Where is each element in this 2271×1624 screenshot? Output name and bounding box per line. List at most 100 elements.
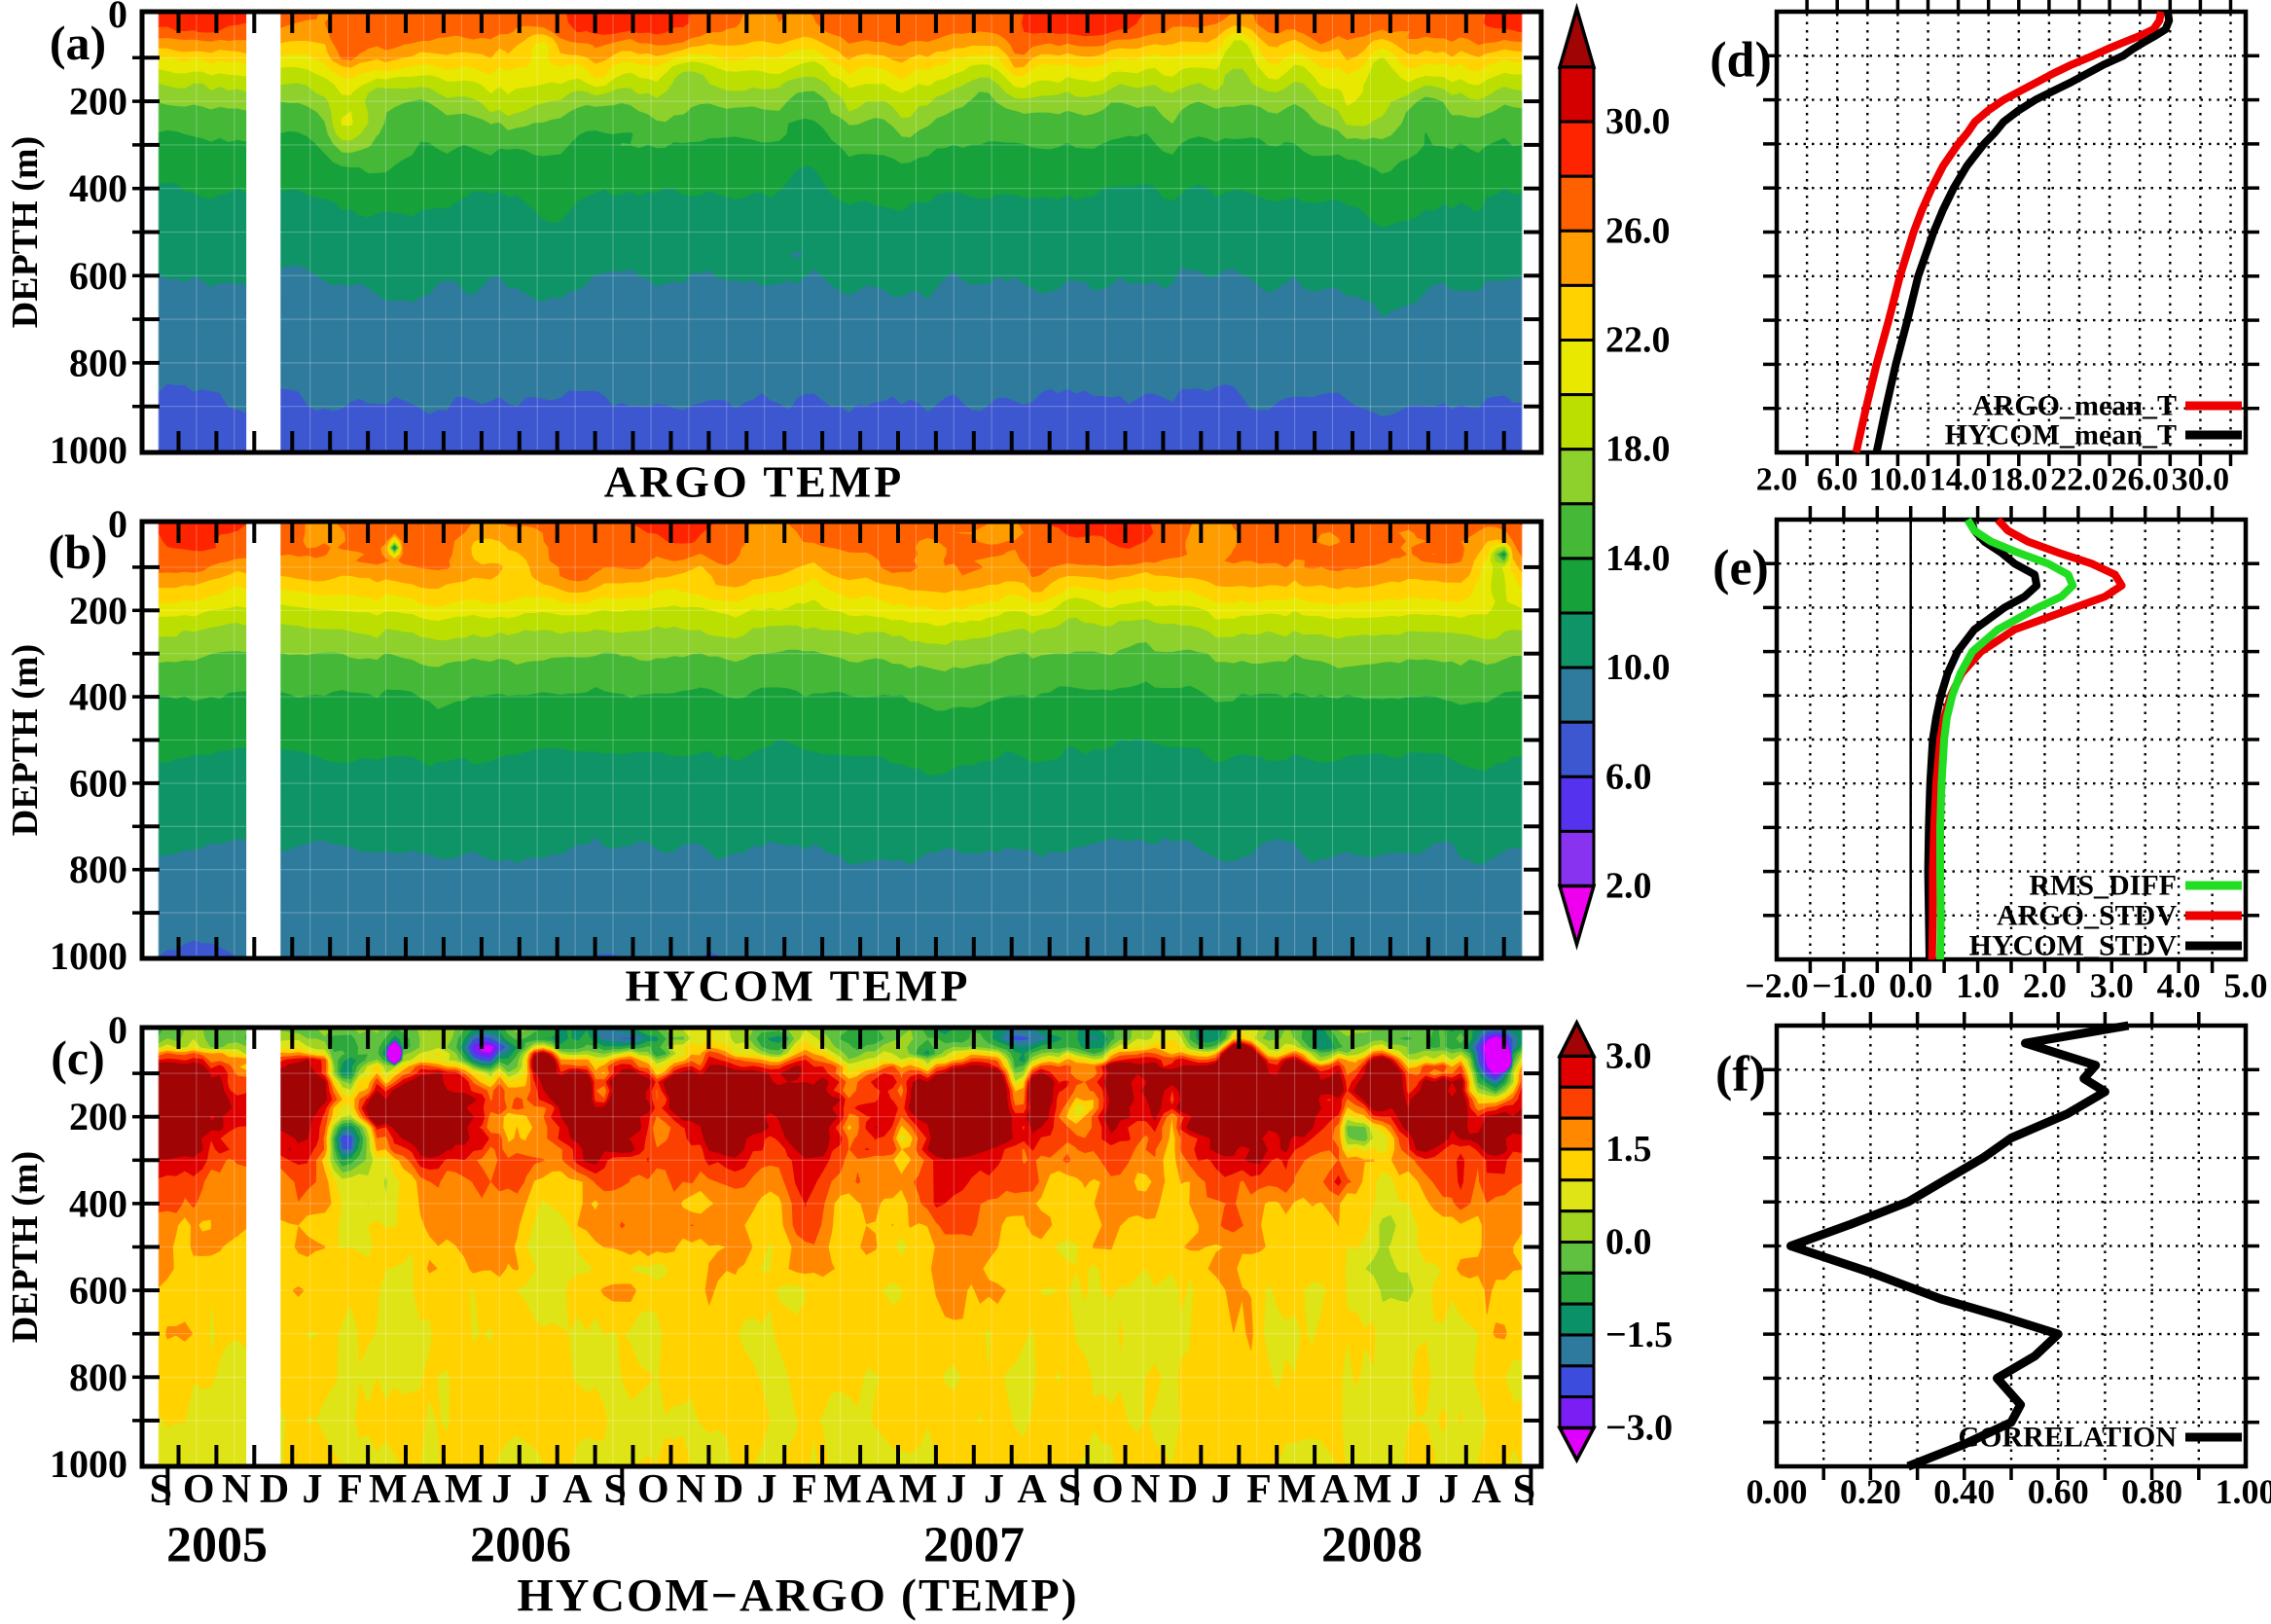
svg-text:18.0: 18.0	[1605, 429, 1671, 470]
svg-text:800: 800	[69, 341, 127, 384]
svg-text:M: M	[823, 1467, 862, 1512]
svg-text:N: N	[676, 1467, 705, 1512]
svg-text:M: M	[445, 1467, 484, 1512]
svg-text:HYCOM−ARGO (TEMP): HYCOM−ARGO (TEMP)	[517, 1570, 1078, 1622]
svg-text:30.0: 30.0	[1605, 101, 1671, 142]
svg-text:200: 200	[69, 80, 127, 124]
svg-text:10.0: 10.0	[1605, 647, 1671, 688]
svg-text:2.0: 2.0	[1756, 462, 1798, 498]
svg-text:F: F	[1246, 1467, 1272, 1512]
svg-text:S: S	[150, 1467, 172, 1512]
svg-text:D: D	[1169, 1467, 1198, 1512]
svg-text:F: F	[338, 1467, 363, 1512]
svg-text:O: O	[1092, 1467, 1124, 1512]
svg-text:ARGO_STDV: ARGO_STDV	[1997, 900, 2177, 932]
svg-text:0.0: 0.0	[1605, 1222, 1652, 1263]
svg-text:A: A	[562, 1467, 593, 1512]
svg-text:N: N	[222, 1467, 251, 1512]
svg-text:J: J	[1211, 1467, 1232, 1512]
svg-text:A: A	[866, 1467, 896, 1512]
svg-text:O: O	[183, 1467, 215, 1512]
svg-text:10.0: 10.0	[1869, 462, 1928, 498]
svg-text:(e): (e)	[1712, 541, 1769, 596]
svg-text:F: F	[792, 1467, 817, 1512]
svg-text:600: 600	[69, 1269, 127, 1313]
svg-text:6.0: 6.0	[1605, 756, 1652, 797]
svg-text:6.0: 6.0	[1817, 462, 1858, 498]
svg-text:J: J	[946, 1467, 966, 1512]
svg-text:D: D	[714, 1467, 743, 1512]
svg-text:J: J	[303, 1467, 323, 1512]
svg-text:HYCOM_mean_T: HYCOM_mean_T	[1945, 419, 2177, 451]
svg-text:2.0: 2.0	[1605, 866, 1652, 907]
svg-text:ARGO_mean_T: ARGO_mean_T	[1972, 390, 2177, 422]
svg-text:DEPTH (m): DEPTH (m)	[5, 136, 46, 328]
svg-text:0.00: 0.00	[1747, 1472, 1808, 1511]
svg-text:J: J	[1400, 1467, 1421, 1512]
svg-text:800: 800	[69, 1355, 127, 1399]
svg-text:A: A	[1017, 1467, 1047, 1512]
svg-text:600: 600	[69, 761, 127, 805]
svg-text:14.0: 14.0	[1605, 538, 1671, 579]
svg-text:CORRELATION: CORRELATION	[1959, 1422, 2178, 1454]
svg-text:4.0: 4.0	[2157, 966, 2201, 1005]
svg-text:O: O	[637, 1467, 669, 1512]
svg-text:2005: 2005	[166, 1518, 268, 1573]
svg-text:2007: 2007	[923, 1518, 1025, 1573]
svg-text:200: 200	[69, 1095, 127, 1138]
svg-text:M: M	[1278, 1467, 1316, 1512]
svg-text:200: 200	[69, 589, 127, 632]
svg-text:−1.0: −1.0	[1812, 966, 1876, 1005]
svg-text:−3.0: −3.0	[1605, 1408, 1673, 1449]
svg-text:5.0: 5.0	[2224, 966, 2268, 1005]
svg-text:A: A	[412, 1467, 442, 1512]
svg-text:1000: 1000	[50, 934, 127, 978]
svg-text:26.0: 26.0	[1605, 210, 1671, 251]
svg-text:D: D	[260, 1467, 289, 1512]
svg-text:S: S	[604, 1467, 627, 1512]
svg-text:(b): (b)	[48, 524, 107, 579]
svg-text:18.0: 18.0	[1990, 462, 2048, 498]
svg-text:J: J	[529, 1467, 550, 1512]
svg-text:(d): (d)	[1710, 33, 1772, 89]
svg-text:M: M	[369, 1467, 408, 1512]
svg-text:2008: 2008	[1321, 1518, 1423, 1573]
svg-text:S: S	[1513, 1467, 1535, 1512]
svg-text:0.0: 0.0	[1889, 966, 1932, 1005]
svg-text:N: N	[1131, 1467, 1160, 1512]
svg-text:0.60: 0.60	[2028, 1472, 2089, 1511]
svg-text:HYCOM TEMP: HYCOM TEMP	[626, 961, 971, 1011]
svg-text:−2.0: −2.0	[1745, 966, 1809, 1005]
svg-text:1000: 1000	[50, 428, 127, 472]
svg-text:0.40: 0.40	[1933, 1472, 1995, 1511]
svg-text:0: 0	[108, 502, 127, 546]
svg-text:14.0: 14.0	[1929, 462, 1988, 498]
svg-text:1.00: 1.00	[2216, 1472, 2271, 1511]
svg-text:400: 400	[69, 1181, 127, 1225]
svg-text:A: A	[1320, 1467, 1351, 1512]
svg-text:S: S	[1059, 1467, 1081, 1512]
svg-text:600: 600	[69, 254, 127, 298]
svg-text:1.5: 1.5	[1605, 1129, 1652, 1170]
svg-text:26.0: 26.0	[2110, 462, 2169, 498]
svg-text:1000: 1000	[50, 1442, 127, 1486]
svg-text:A: A	[1471, 1467, 1501, 1512]
svg-text:(a): (a)	[50, 16, 106, 70]
svg-text:DEPTH (m): DEPTH (m)	[5, 644, 46, 836]
svg-text:M: M	[1353, 1467, 1392, 1512]
svg-text:30.0: 30.0	[2172, 462, 2230, 498]
svg-text:2006: 2006	[470, 1518, 571, 1573]
svg-text:0: 0	[108, 0, 127, 36]
svg-text:J: J	[984, 1467, 1004, 1512]
svg-text:400: 400	[69, 675, 127, 719]
svg-text:M: M	[899, 1467, 938, 1512]
svg-text:ARGO TEMP: ARGO TEMP	[604, 457, 905, 507]
svg-text:3.0: 3.0	[2090, 966, 2134, 1005]
svg-text:J: J	[757, 1467, 777, 1512]
svg-text:(c): (c)	[51, 1030, 105, 1085]
svg-text:0.80: 0.80	[2121, 1472, 2182, 1511]
svg-text:22.0: 22.0	[2050, 462, 2109, 498]
svg-text:400: 400	[69, 166, 127, 210]
svg-text:0.20: 0.20	[1840, 1472, 1901, 1511]
svg-text:−1.5: −1.5	[1605, 1315, 1673, 1355]
